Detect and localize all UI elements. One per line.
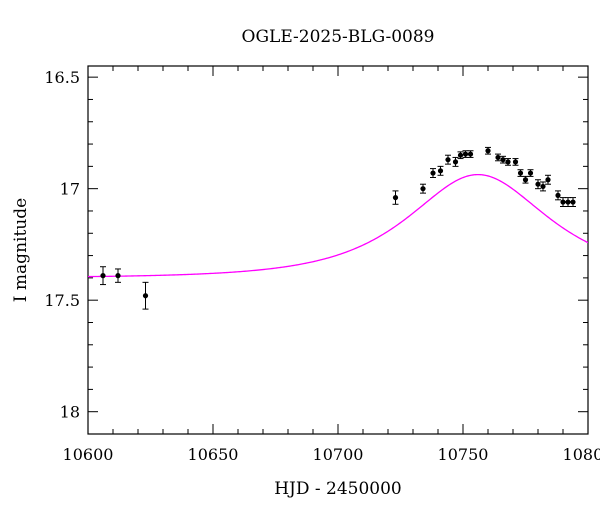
chart-title: OGLE-2025-BLG-0089 (242, 27, 435, 47)
data-point-marker (445, 157, 451, 163)
data-point (452, 156, 459, 167)
data-point-marker (495, 154, 501, 161)
data-point-marker (452, 159, 459, 165)
data-point-marker (467, 151, 474, 157)
data-point (485, 146, 491, 155)
data-point (430, 168, 436, 179)
x-tick-label: 10600 (63, 445, 114, 464)
data-point (495, 153, 501, 162)
data-point-marker (115, 273, 121, 279)
data-point-marker (517, 170, 524, 176)
data-point-marker (535, 181, 541, 187)
axis-ticks (87, 66, 589, 435)
x-tick-label: 10800 (563, 445, 600, 464)
data-point (512, 158, 519, 166)
data-point-marker (420, 186, 426, 192)
data-point (420, 183, 426, 194)
data-point (437, 165, 444, 176)
data-point-marker (545, 177, 551, 183)
data-point-marker (565, 199, 571, 205)
data-point (467, 150, 474, 158)
data-point-marker (485, 148, 491, 154)
data-point (445, 154, 451, 165)
y-tick-label: 18 (60, 403, 80, 422)
data-point (560, 197, 566, 208)
data-point (100, 266, 106, 286)
x-tick-label: 10650 (188, 445, 239, 464)
data-point (535, 179, 541, 190)
data-point-marker (437, 168, 444, 174)
data-point (392, 190, 399, 205)
data-points (100, 146, 576, 310)
x-tick-label: 10750 (438, 445, 489, 464)
data-point (555, 190, 561, 201)
data-point-marker (100, 273, 106, 279)
data-point (142, 281, 149, 310)
plot-frame (87, 65, 589, 435)
data-point-marker (540, 183, 546, 190)
x-axis-label: HJD - 2450000 (274, 479, 402, 499)
data-point-marker (570, 199, 576, 205)
model-curve (88, 173, 588, 278)
data-point (500, 155, 506, 164)
data-point-marker (392, 194, 399, 201)
y-tick-label: 17 (60, 180, 80, 199)
y-tick-label: 17.5 (44, 291, 80, 310)
data-point-marker (505, 159, 511, 165)
data-point-marker (512, 159, 519, 165)
data-point (517, 169, 524, 177)
y-axis-label: I magnitude (11, 198, 31, 302)
data-point-marker (555, 192, 561, 198)
data-point-marker (430, 170, 436, 176)
data-point (115, 268, 121, 283)
x-tick-label: 10700 (313, 445, 364, 464)
tick-labels: 10600 10650 10700 10750 10800 16.5 17 17.5 18 (44, 68, 600, 464)
data-point (522, 175, 529, 184)
data-point-marker (142, 293, 149, 299)
data-point-marker (560, 199, 566, 205)
data-point (505, 158, 511, 166)
data-point-marker (522, 177, 529, 183)
data-point (527, 169, 534, 177)
data-point (457, 151, 464, 160)
data-point (540, 181, 546, 192)
y-tick-label: 16.5 (44, 68, 80, 87)
data-point (545, 174, 551, 185)
data-point-marker (462, 151, 469, 157)
data-point (570, 197, 576, 208)
data-point-marker (500, 157, 506, 163)
data-point (565, 197, 571, 208)
model-curve-line (88, 173, 588, 278)
data-point-marker (457, 152, 464, 158)
data-point-marker (527, 170, 534, 176)
